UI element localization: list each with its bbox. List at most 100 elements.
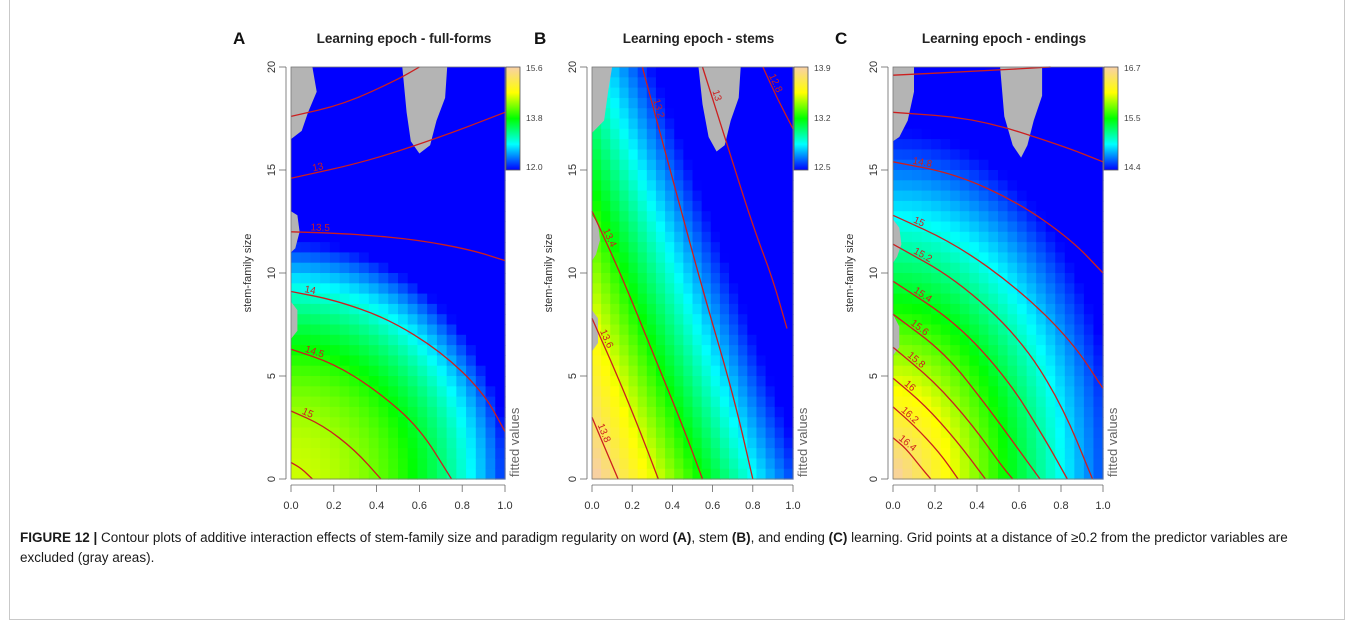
heatmap-cell <box>1083 128 1095 140</box>
heatmap-cell <box>637 139 648 150</box>
heatmap-cell <box>1026 324 1037 336</box>
heatmap-cell <box>665 448 675 459</box>
heatmap-cell <box>300 221 312 233</box>
heatmap-cell <box>1055 170 1066 181</box>
heatmap-cell <box>485 149 496 161</box>
heatmap-cell <box>655 468 666 480</box>
heatmap-cell <box>1055 180 1066 192</box>
heatmap-cell <box>388 283 399 295</box>
heatmap-cell <box>446 221 457 233</box>
heatmap-cell <box>1007 149 1018 161</box>
heatmap-cell <box>446 77 457 89</box>
heatmap-cell <box>1055 67 1066 78</box>
heatmap-cell <box>466 211 477 223</box>
heatmap-cell <box>738 139 748 150</box>
heatmap-cell <box>1055 396 1066 408</box>
heatmap-cell <box>988 334 999 346</box>
heatmap-cell <box>446 427 457 439</box>
heatmap-cell <box>747 242 758 253</box>
heatmap-cell <box>466 355 477 367</box>
heatmap-cell <box>329 108 341 120</box>
heatmap-cell <box>950 273 961 284</box>
contour-line <box>892 346 1014 480</box>
heatmap-cell <box>1064 314 1075 326</box>
heatmap-cell <box>893 273 904 284</box>
heatmap-cell <box>1017 334 1028 346</box>
heatmap-cell <box>446 355 457 367</box>
heatmap-cell <box>665 355 675 367</box>
heatmap-cell <box>610 67 621 78</box>
heatmap-cell <box>719 468 730 480</box>
heatmap-cell <box>783 139 794 150</box>
heatmap-cell <box>359 334 370 346</box>
heatmap-cell <box>701 448 712 459</box>
heatmap-cell <box>738 108 748 120</box>
heatmap-cell <box>655 396 666 408</box>
heatmap-cell <box>610 128 621 140</box>
heatmap-cell <box>339 376 350 387</box>
heatmap-cell <box>339 190 350 202</box>
heatmap-cell <box>601 242 611 253</box>
heatmap-cell <box>1064 417 1075 429</box>
heatmap-cell <box>978 293 990 305</box>
heatmap-cell <box>719 303 730 315</box>
heatmap-cell <box>339 314 350 326</box>
heatmap-cell <box>998 437 1009 449</box>
heatmap-cell <box>665 293 675 305</box>
heatmap-cell <box>931 365 942 377</box>
heatmap-cell <box>665 139 675 150</box>
heatmap-cell <box>1017 468 1028 480</box>
heatmap-cell <box>978 427 990 439</box>
heatmap-cell <box>940 406 951 418</box>
heatmap-cell <box>1045 386 1056 398</box>
heatmap-cell <box>998 365 1009 377</box>
heatmap-cell <box>1093 139 1104 150</box>
heatmap-cell <box>710 406 721 418</box>
heatmap-cell <box>655 437 666 449</box>
heatmap-cell <box>765 437 776 449</box>
heatmap-cell <box>407 283 419 295</box>
heatmap-cell <box>747 252 758 264</box>
heatmap-cell <box>398 396 409 408</box>
heatmap-cell <box>969 406 980 418</box>
heatmap-cell <box>674 314 684 326</box>
heatmap-cell <box>427 273 438 284</box>
heatmap-cell <box>388 242 399 253</box>
heatmap-cell <box>988 365 999 377</box>
heatmap-cell <box>388 170 399 181</box>
heatmap-cell <box>495 87 506 99</box>
heatmap-cell <box>310 365 321 377</box>
heatmap-cell <box>683 448 694 459</box>
heatmap-cell <box>931 314 942 326</box>
heatmap-cell <box>683 139 694 150</box>
heatmap-cell <box>320 139 331 150</box>
heatmap-cell <box>628 252 639 264</box>
heatmap-cell <box>592 283 602 295</box>
heatmap-cell <box>998 355 1009 367</box>
heatmap-cell <box>446 468 457 480</box>
heatmap-cell <box>912 427 923 439</box>
heatmap-cell <box>436 242 448 253</box>
heatmap-cell <box>674 458 684 470</box>
heatmap-cell <box>655 458 666 470</box>
heatmap-cell <box>610 149 621 161</box>
heatmap-cell <box>339 118 350 130</box>
heatmap-cell <box>988 314 999 326</box>
heatmap-cell <box>320 417 331 429</box>
heatmap-cell <box>665 170 675 181</box>
heatmap-cell <box>1045 211 1056 223</box>
heatmap-cell <box>1017 345 1028 356</box>
heatmap-cell <box>310 314 321 326</box>
heatmap-cell <box>988 252 999 264</box>
heatmap-cell <box>1045 231 1056 243</box>
heatmap-cell <box>978 386 990 398</box>
heatmap-cell <box>592 406 602 418</box>
heatmap-cell <box>921 67 932 78</box>
heatmap-cell <box>655 314 666 326</box>
heatmap-cell <box>619 437 630 449</box>
colorbar <box>1103 66 1119 171</box>
heatmap-cell <box>646 118 657 130</box>
heatmap-cell <box>300 231 312 243</box>
heatmap-cell <box>1045 437 1056 449</box>
heatmap-cell <box>1093 118 1104 130</box>
